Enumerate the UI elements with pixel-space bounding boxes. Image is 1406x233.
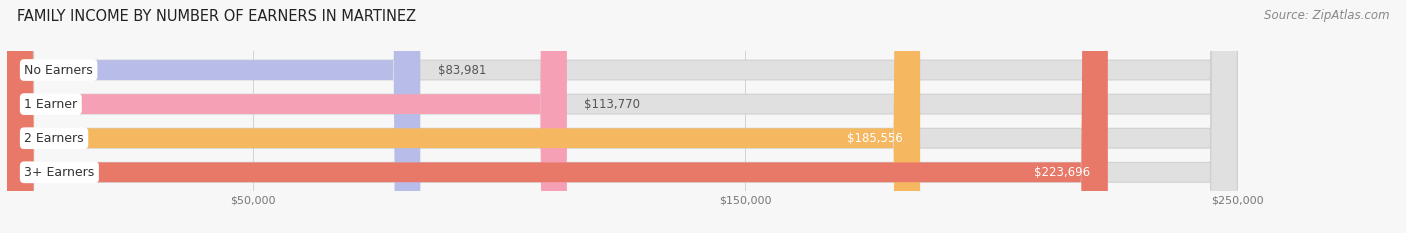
Text: $113,770: $113,770 — [583, 98, 640, 111]
Text: Source: ZipAtlas.com: Source: ZipAtlas.com — [1264, 9, 1389, 22]
Text: 3+ Earners: 3+ Earners — [24, 166, 94, 179]
FancyBboxPatch shape — [7, 0, 1237, 233]
Text: 2 Earners: 2 Earners — [24, 132, 84, 145]
Text: $223,696: $223,696 — [1035, 166, 1091, 179]
FancyBboxPatch shape — [7, 0, 1237, 233]
FancyBboxPatch shape — [7, 0, 1237, 233]
Text: No Earners: No Earners — [24, 64, 93, 76]
FancyBboxPatch shape — [7, 0, 1237, 233]
Text: FAMILY INCOME BY NUMBER OF EARNERS IN MARTINEZ: FAMILY INCOME BY NUMBER OF EARNERS IN MA… — [17, 9, 416, 24]
Text: 1 Earner: 1 Earner — [24, 98, 77, 111]
FancyBboxPatch shape — [7, 0, 1108, 233]
FancyBboxPatch shape — [7, 0, 920, 233]
Text: $185,556: $185,556 — [848, 132, 903, 145]
FancyBboxPatch shape — [7, 0, 567, 233]
Text: $83,981: $83,981 — [437, 64, 486, 76]
FancyBboxPatch shape — [7, 0, 420, 233]
